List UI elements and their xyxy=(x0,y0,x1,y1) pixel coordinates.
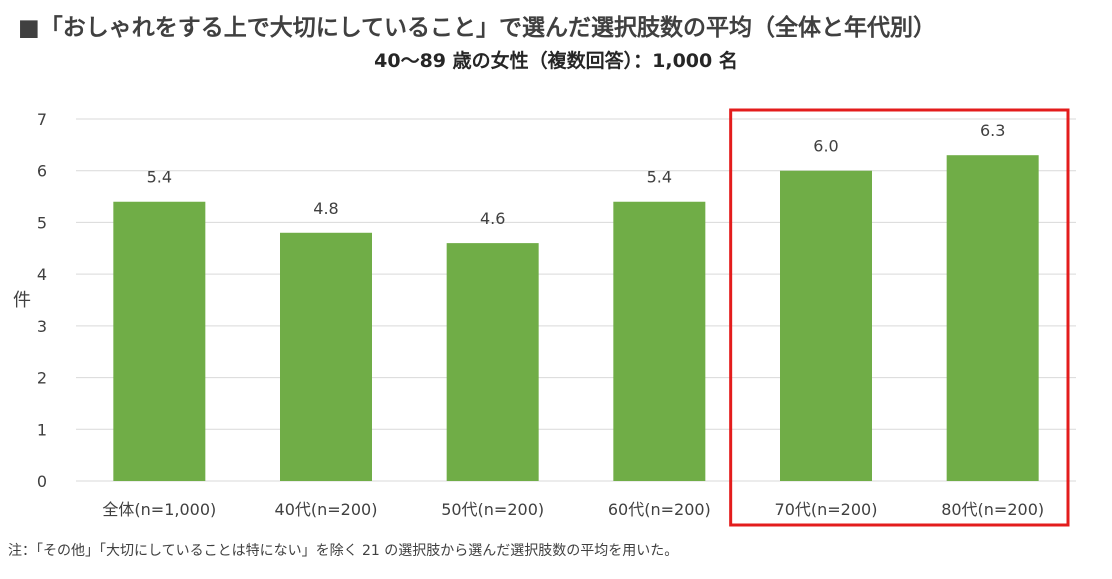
chart-title: ■「おしゃれをする上で大切にしていること」で選んだ選択肢数の平均（全体と年代別） xyxy=(18,15,937,41)
highlight-box xyxy=(729,108,1070,527)
gridlines xyxy=(76,118,1076,482)
data-label: 6.0 xyxy=(813,137,838,156)
x-tick-label: 80代(n=200) xyxy=(941,500,1044,519)
data-label: 5.4 xyxy=(147,168,172,187)
x-tick-label: 全体(n=1,000) xyxy=(102,500,216,519)
x-tick-label: 40代(n=200) xyxy=(275,500,378,519)
y-tick-label: 3 xyxy=(37,317,47,336)
data-label: 6.3 xyxy=(980,121,1005,140)
y-tick-label: 5 xyxy=(37,213,47,232)
bar xyxy=(780,170,872,481)
x-tick-label: 70代(n=200) xyxy=(775,500,878,519)
bar-chart: 5.4 4.8 4.6 5.4 6.0 6.3 0 1 2 3 4 5 6 7 全体(n=1,000) 4… xyxy=(13,108,1076,527)
bar xyxy=(113,201,206,481)
chart-subtitle: 40〜89 歳の女性（複数回答）：1,000 名 xyxy=(374,50,738,72)
x-axis-ticks: 全体(n=1,000) 40代(n=200) 50代(n=200) 60代(n=200… xyxy=(102,500,1044,519)
y-tick-label: 1 xyxy=(37,420,47,439)
bar xyxy=(280,232,372,481)
y-tick-label: 2 xyxy=(37,369,47,388)
bar xyxy=(446,243,539,481)
data-label: 4.6 xyxy=(480,209,505,228)
bars xyxy=(113,155,1039,481)
data-label: 4.8 xyxy=(313,199,338,218)
x-tick-label: 60代(n=200) xyxy=(608,500,711,519)
y-tick-label: 7 xyxy=(37,110,47,129)
y-tick-label: 0 xyxy=(37,472,47,491)
y-axis-ticks: 0 1 2 3 4 5 6 7 xyxy=(37,110,47,491)
data-label: 5.4 xyxy=(647,168,672,187)
y-tick-label: 4 xyxy=(37,265,47,284)
y-tick-label: 6 xyxy=(37,162,47,181)
data-labels: 5.4 4.8 4.6 5.4 6.0 6.3 xyxy=(147,121,1006,228)
y-axis-label: 件 xyxy=(13,290,31,311)
footnote: 注：「その他」「大切にしていることは特にない」を除く 21 の選択肢から選んだ選… xyxy=(8,543,679,559)
x-tick-label: 50代(n=200) xyxy=(441,500,544,519)
bar xyxy=(946,155,1039,481)
bar xyxy=(613,201,706,481)
